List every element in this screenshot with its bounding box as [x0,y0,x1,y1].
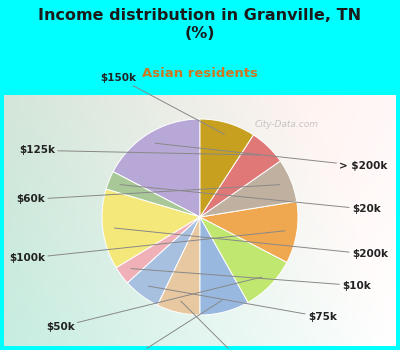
Wedge shape [200,161,297,217]
Wedge shape [200,135,280,217]
Text: $10k: $10k [131,268,371,290]
Text: $30k: $30k [181,301,250,350]
Text: $200k: $200k [114,228,388,259]
Text: Income distribution in Granville, TN
(%): Income distribution in Granville, TN (%) [38,8,362,41]
Text: $125k: $125k [19,145,260,155]
Wedge shape [200,201,298,262]
Text: $40k: $40k [120,300,222,350]
Text: $150k: $150k [100,73,224,134]
Text: $100k: $100k [9,231,285,263]
Wedge shape [102,189,200,268]
Text: > $200k: > $200k [155,143,388,171]
Text: $20k: $20k [120,185,381,214]
Text: $75k: $75k [148,286,337,322]
Wedge shape [200,217,248,315]
Wedge shape [200,217,287,302]
Wedge shape [113,119,200,217]
Wedge shape [116,217,200,283]
Wedge shape [200,119,254,217]
Text: $50k: $50k [46,277,262,332]
Text: Asian residents: Asian residents [142,67,258,80]
Text: City-Data.com: City-Data.com [254,120,318,129]
Text: $60k: $60k [16,185,280,204]
Wedge shape [128,217,200,305]
Wedge shape [158,217,200,315]
Wedge shape [106,172,200,217]
